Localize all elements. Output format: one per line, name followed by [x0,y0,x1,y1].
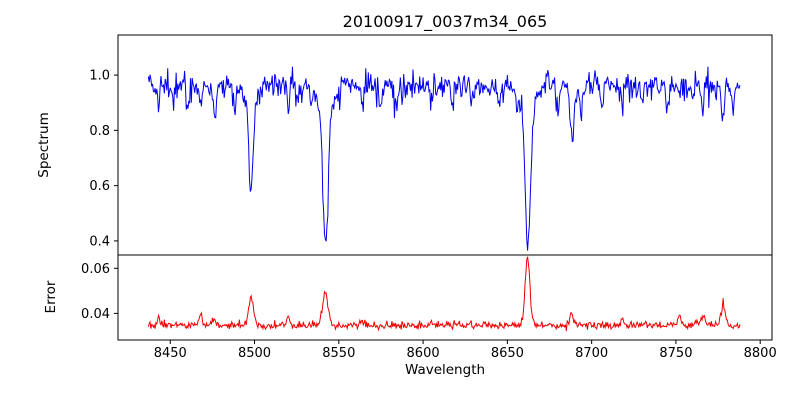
spectrum-y-tick-label: 1.0 [89,69,110,84]
spectrum-axes [147,66,741,251]
spectrum-y-tick-label: 0.8 [89,124,110,139]
x-tick-label: 8700 [575,346,608,361]
error-y-axis-label: Error [43,280,59,313]
error-line [147,256,741,332]
spectrum-y-tick-label: 0.6 [89,179,110,194]
spectrum-line [147,66,741,251]
x-tick-label: 8600 [407,346,440,361]
error-y-tick-label: 0.04 [81,307,110,322]
x-axis-label: Wavelength [405,362,485,378]
error-y-tick-label: 0.06 [81,262,110,277]
spectrum-axes-border [117,34,773,256]
x-tick-label: 8650 [491,346,524,361]
error-axes [147,256,741,332]
x-tick-label: 8750 [659,346,692,361]
axes-decorations: 0.4 0.6 0.8 1.0 0.04 0.06 8450 8500 8550 8600 8650… [81,34,777,361]
spectrum-y-tick-label: 0.4 [89,234,110,249]
chart-title: 20100917_0037m34_065 [343,12,548,32]
x-tick-label: 8500 [238,346,271,361]
x-tick-label: 8450 [154,346,187,361]
x-tick-label: 8800 [744,346,777,361]
spectrum-y-axis-label: Spectrum [36,112,52,177]
x-tick-label: 8550 [322,346,355,361]
error-axes-border [117,254,773,341]
